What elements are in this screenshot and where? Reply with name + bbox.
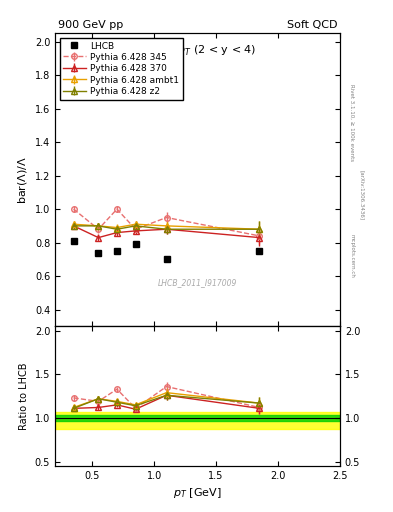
Line: LHCB: LHCB: [70, 238, 263, 263]
Text: Soft QCD: Soft QCD: [286, 20, 337, 30]
LHCB: [96, 249, 101, 255]
LHCB: [115, 248, 119, 254]
Text: [arXiv:1306.3436]: [arXiv:1306.3436]: [359, 169, 364, 220]
X-axis label: $p_T$ [GeV]: $p_T$ [GeV]: [173, 486, 222, 500]
LHCB: [164, 257, 169, 263]
Text: Rivet 3.1.10, ≥ 100k events: Rivet 3.1.10, ≥ 100k events: [349, 84, 354, 161]
Text: $\bar{\Lambda}/\Lambda$ vs $p_T$ (2 < y < 4): $\bar{\Lambda}/\Lambda$ vs $p_T$ (2 < y …: [139, 42, 256, 58]
Legend: LHCB, Pythia 6.428 345, Pythia 6.428 370, Pythia 6.428 ambt1, Pythia 6.428 z2: LHCB, Pythia 6.428 345, Pythia 6.428 370…: [59, 38, 183, 100]
Y-axis label: Ratio to LHCB: Ratio to LHCB: [19, 362, 29, 430]
Text: 900 GeV pp: 900 GeV pp: [58, 20, 123, 30]
LHCB: [257, 248, 262, 254]
Y-axis label: bar($\Lambda$)/$\Lambda$: bar($\Lambda$)/$\Lambda$: [16, 156, 29, 204]
Text: mcplots.cern.ch: mcplots.cern.ch: [349, 234, 354, 278]
LHCB: [71, 238, 76, 244]
LHCB: [133, 241, 138, 247]
Text: LHCB_2011_I917009: LHCB_2011_I917009: [158, 278, 237, 287]
